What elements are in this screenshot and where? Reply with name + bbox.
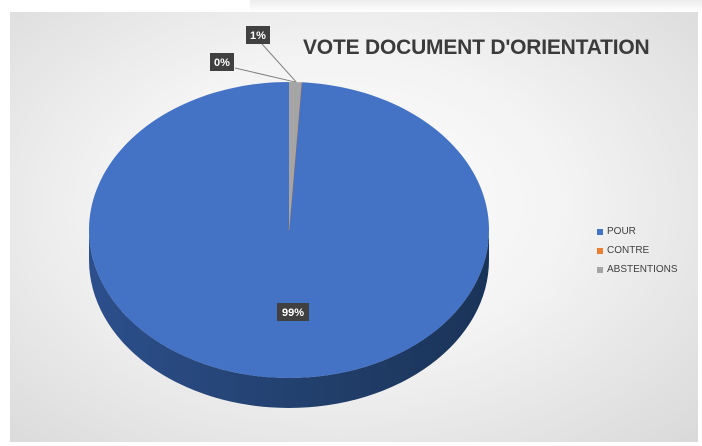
- data-label-layer: 99% 0% 1%: [210, 26, 309, 321]
- data-label-abstentions-text: 1%: [250, 30, 266, 42]
- leader-line-contre: [234, 67, 296, 83]
- slice-abstentions: [289, 82, 302, 230]
- legend-label-pour: POUR: [607, 226, 636, 237]
- legend-swatch-contre: [597, 247, 603, 254]
- legend-item-contre: CONTRE: [597, 241, 678, 260]
- legend-swatch-abstentions: [597, 266, 603, 273]
- top-strip: [250, 0, 702, 12]
- chart-title: VOTE DOCUMENT D'ORIENTATION: [303, 36, 650, 59]
- legend-swatch-pour: [597, 228, 603, 235]
- slice-pour: [88, 82, 489, 379]
- data-label-pour-text: 99%: [282, 307, 304, 319]
- data-label-abstentions-box: [246, 26, 270, 44]
- pie-layer: [88, 82, 489, 408]
- data-label-abstentions: 1%: [246, 26, 270, 44]
- legend-label-contre: CONTRE: [607, 245, 650, 256]
- data-label-pour: 99%: [277, 303, 309, 321]
- pie-side-wall: [89, 230, 489, 408]
- data-label-contre: 0%: [210, 53, 234, 71]
- data-label-contre-text: 0%: [214, 57, 230, 69]
- data-label-pour-box: [277, 303, 309, 321]
- legend-label-abstentions: ABSTENTIONS: [607, 264, 678, 275]
- legend-item-abstentions: ABSTENTIONS: [597, 260, 678, 279]
- legend: POUR CONTRE ABSTENTIONS: [597, 222, 678, 279]
- legend-item-pour: POUR: [597, 222, 678, 241]
- leader-line-abstentions: [261, 43, 297, 83]
- data-label-contre-box: [210, 53, 234, 71]
